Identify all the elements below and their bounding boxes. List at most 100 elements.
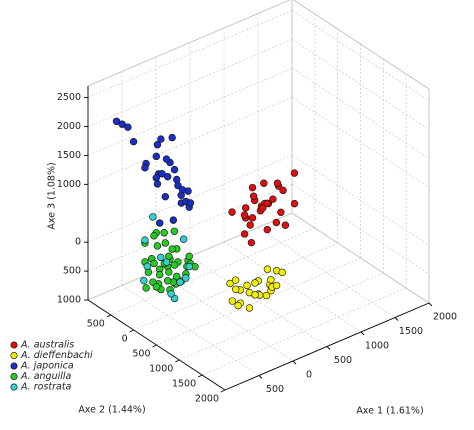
point [156,219,164,227]
point [259,204,267,212]
point [251,279,259,287]
y-tick [197,374,203,378]
point [150,259,158,268]
point [263,225,271,234]
x-tick [326,346,331,350]
point [124,123,132,131]
y-tick-label: 0 [122,334,128,345]
point [173,272,181,281]
legend-marker [10,383,18,391]
point [153,242,162,250]
point [248,183,257,192]
point [165,268,173,276]
point [173,175,181,184]
point [157,135,165,143]
point [155,271,164,279]
y-axis-label: Axe 2 (1.44%) [78,405,145,416]
x-tick-label: 0 [306,370,312,381]
z-tick-label: 1500 [57,150,81,161]
point [177,191,185,200]
x-tick-label: 1000 [365,341,389,352]
box-edge [292,0,430,90]
y-tick [175,359,180,363]
grid-line [291,212,430,304]
point [141,236,149,244]
point [161,193,170,201]
point [273,179,282,187]
x-tick [258,375,263,379]
point [281,221,290,229]
legend-marker [10,362,18,370]
point [269,195,277,203]
point [272,281,281,290]
x-tick [428,302,433,307]
point [179,235,188,243]
point [248,214,257,222]
y-tick [152,344,157,348]
point [162,258,171,266]
y-tick-label: 1500 [172,379,196,390]
point [168,133,176,142]
grid-line [87,183,293,272]
z-tick-label: 500 [63,266,81,277]
legend-label: A. dieffenbachi [20,350,93,361]
grid-line [291,10,430,101]
point [140,276,148,285]
point [231,276,240,284]
point [272,218,281,227]
grid-line [291,68,430,159]
point [150,232,158,240]
grid-line [87,10,293,98]
z-tick-label: 0 [75,237,81,248]
point [142,284,150,292]
point [170,261,179,269]
point [240,230,249,238]
point [168,245,176,253]
x-tick-label: 1500 [399,326,423,337]
x-tick-label: 500 [334,355,352,366]
x-tick [394,317,399,321]
point [170,227,179,235]
point [228,208,236,216]
point [169,216,178,224]
grid-line [87,39,293,127]
point [118,120,126,128]
point [157,253,165,262]
point [279,186,287,195]
point [290,199,299,208]
grid-line [87,97,293,185]
point [251,291,259,299]
grid-line [291,154,430,246]
z-tick-label: 2000 [57,121,81,132]
point [163,172,172,181]
point [290,169,299,177]
point [167,290,175,298]
point [149,213,157,221]
grid-line [179,272,384,361]
grid-line [133,242,338,331]
point [242,204,250,212]
legend-label: A. anguilla [20,371,72,382]
point [245,304,254,312]
point [141,164,149,172]
legend-label: A. rostrata [20,382,72,393]
point [247,238,256,247]
point [278,268,286,277]
point [243,281,251,290]
y-tick-label: 500 [132,349,150,360]
point [112,117,121,125]
legend-marker [10,372,18,380]
point [185,252,193,261]
grid-line [291,97,430,188]
y-tick-label: 500 [87,319,105,330]
grid-line [156,257,361,346]
box-edge [87,0,291,87]
y-tick-label: 1000 [149,364,173,375]
point [185,262,193,271]
point [246,221,254,229]
y-tick [106,314,112,318]
grid-line [87,68,293,156]
point [228,297,237,305]
point [186,199,195,207]
